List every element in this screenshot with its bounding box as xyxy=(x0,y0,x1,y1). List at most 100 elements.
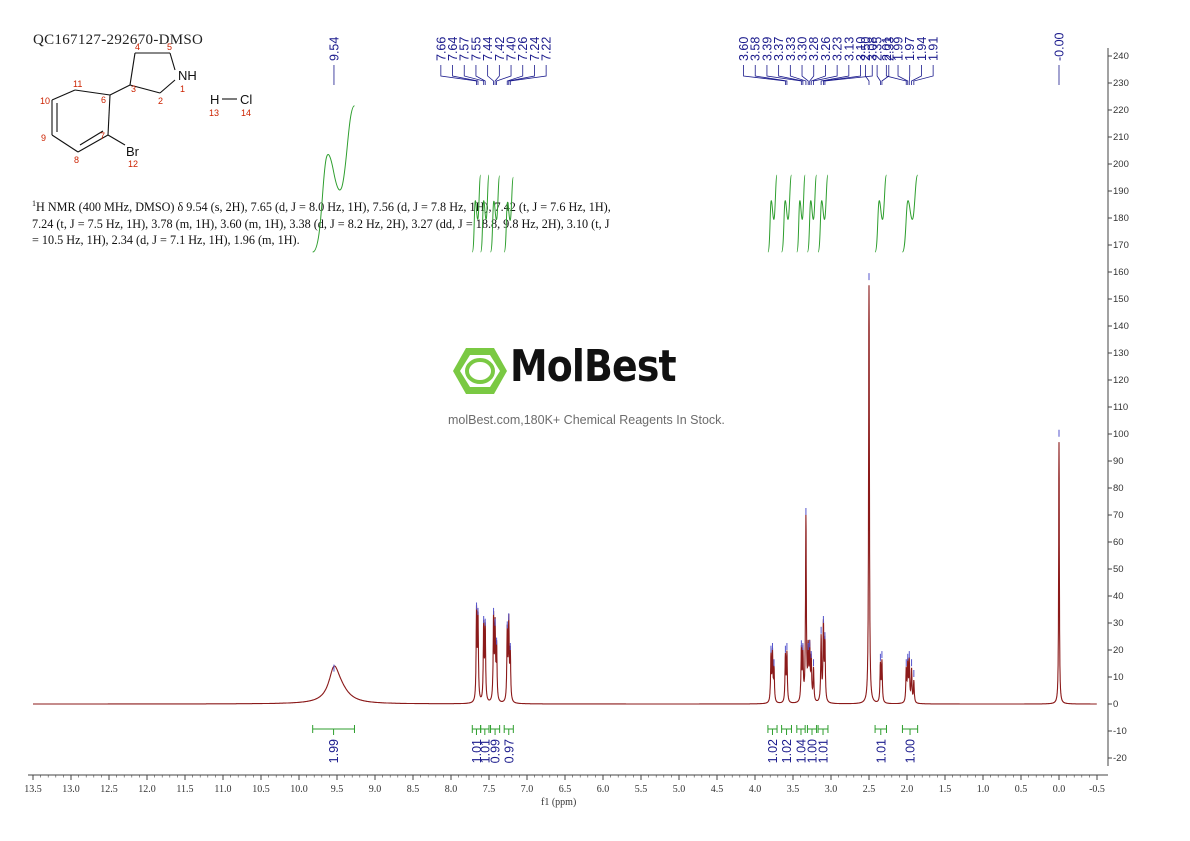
x-tick-label: 12.0 xyxy=(138,784,156,795)
peak-label-leader xyxy=(911,65,922,85)
benzene-logo-icon xyxy=(453,348,507,394)
y-tick-label: -20 xyxy=(1113,753,1127,764)
peak-label: 2.50 xyxy=(859,37,873,61)
sample-id: QC167127-292670-DMSO xyxy=(33,32,204,48)
integral-curve xyxy=(490,175,501,253)
peak-label-leader xyxy=(452,65,479,85)
atom-num-10: 10 xyxy=(40,96,50,106)
x-tick-label: 4.0 xyxy=(749,784,762,795)
x-tick-label: 5.5 xyxy=(635,784,648,795)
atom-num-1: 1 xyxy=(180,84,185,94)
x-tick-label: 6.0 xyxy=(597,784,610,795)
atom-br: Br xyxy=(126,144,140,159)
spectrum-trace xyxy=(33,285,1097,705)
atom-num-2: 2 xyxy=(158,96,163,106)
y-tick-label: 180 xyxy=(1113,213,1129,224)
y-tick-label: 40 xyxy=(1113,591,1124,602)
y-tick-label: 100 xyxy=(1113,429,1129,440)
integral-curve xyxy=(312,105,355,253)
x-tick-label: 9.0 xyxy=(369,784,382,795)
x-tick-label: 4.5 xyxy=(711,784,724,795)
atom-num-7: 7 xyxy=(100,131,105,141)
y-tick-label: 120 xyxy=(1113,375,1129,386)
atom-num-3: 3 xyxy=(131,84,136,94)
molecule-structure: NH H Cl Br 1 2 3 4 5 6 7 8 9 10 11 12 13… xyxy=(40,42,252,169)
peak-label: 1.99 xyxy=(892,37,906,61)
peak-label: 3.13 xyxy=(842,37,856,61)
x-tick-label: 7.5 xyxy=(483,784,496,795)
peak-label-leader xyxy=(508,65,535,85)
y-tick-label: 130 xyxy=(1113,348,1129,359)
peak-label: 3.08 xyxy=(866,37,880,61)
integral-curve xyxy=(781,174,792,253)
y-tick-label: 240 xyxy=(1113,51,1129,62)
peak-label: 3.37 xyxy=(772,37,786,61)
y-tick-label: 20 xyxy=(1113,645,1124,656)
x-axis-title: f1 (ppm) xyxy=(541,797,577,808)
integral-value: 1.01 xyxy=(478,739,492,763)
peak-label: 7.44 xyxy=(481,37,495,61)
x-tick-label: 8.5 xyxy=(407,784,420,795)
peak-label: 1.97 xyxy=(903,37,917,61)
peak-label-leader xyxy=(789,65,807,85)
x-tick-label: 9.5 xyxy=(331,784,344,795)
peak-label-leader xyxy=(766,65,802,85)
integral-value: 1.99 xyxy=(327,739,341,763)
peak-label: 7.26 xyxy=(516,37,530,61)
peak-label-leader xyxy=(496,65,512,85)
integral-curve xyxy=(806,174,818,253)
x-tick-label: 1.0 xyxy=(977,784,990,795)
integral-value: 1.01 xyxy=(817,739,831,763)
peak-label-leader xyxy=(475,65,486,85)
integral-curve xyxy=(480,174,490,253)
integral-curve xyxy=(901,174,919,253)
atom-num-8: 8 xyxy=(74,155,79,165)
peak-label: 1.94 xyxy=(915,37,929,61)
atom-num-14: 14 xyxy=(241,108,251,118)
y-tick-label: 30 xyxy=(1113,618,1124,629)
atom-num-11: 11 xyxy=(73,79,82,89)
peak-label-leader xyxy=(823,65,861,85)
atom-nh: NH xyxy=(178,68,197,83)
atom-cl: Cl xyxy=(240,92,252,107)
integral-value: 1.04 xyxy=(794,739,808,763)
peak-label-leader xyxy=(463,65,485,85)
atom-num-9: 9 xyxy=(41,133,46,143)
x-tick-label: 10.0 xyxy=(290,784,308,795)
x-tick-label: 11.0 xyxy=(214,784,231,795)
x-tick-label: 5.0 xyxy=(673,784,686,795)
integral-value: 1.01 xyxy=(874,739,888,763)
peak-label: 1.91 xyxy=(927,37,941,61)
peak-label: 3.33 xyxy=(784,37,798,61)
y-tick-label: 80 xyxy=(1113,483,1124,494)
peak-label-leader xyxy=(820,65,850,85)
x-tick-label: 13.5 xyxy=(24,784,42,795)
y-tick-label: -10 xyxy=(1113,726,1127,737)
peak-label-leader xyxy=(494,65,500,85)
peak-label: 3.39 xyxy=(760,37,774,61)
integral-curve xyxy=(817,174,829,253)
peak-label: 3.26 xyxy=(819,37,833,61)
y-tick-label: 70 xyxy=(1113,510,1124,521)
integral-curve xyxy=(796,174,806,253)
peak-label-leader xyxy=(778,65,804,85)
atom-num-5: 5 xyxy=(167,42,172,52)
atom-h: H xyxy=(210,92,219,107)
integral-curve xyxy=(471,174,482,253)
integral-value: 0.97 xyxy=(502,739,516,763)
peak-label-leader xyxy=(810,65,826,85)
atom-num-6: 6 xyxy=(101,95,106,105)
x-tick-label: 6.5 xyxy=(559,784,572,795)
peak-label: 9.54 xyxy=(327,37,341,61)
nmr-description-text: H NMR (400 MHz, DMSO) δ 9.54 (s, 2H), 7.… xyxy=(32,200,611,248)
y-tick-label: 10 xyxy=(1113,672,1124,683)
peak-label-leader xyxy=(813,65,838,85)
x-tick-label: 2.0 xyxy=(901,784,914,795)
peak-label: 2.33 xyxy=(882,37,896,61)
integral-value: 1.00 xyxy=(904,739,918,763)
x-tick-label: 11.5 xyxy=(176,784,193,795)
peak-label: 7.42 xyxy=(493,37,507,61)
x-tick-label: 12.5 xyxy=(100,784,118,795)
x-tick-label: 3.0 xyxy=(825,784,838,795)
y-tick-label: 170 xyxy=(1113,240,1129,251)
